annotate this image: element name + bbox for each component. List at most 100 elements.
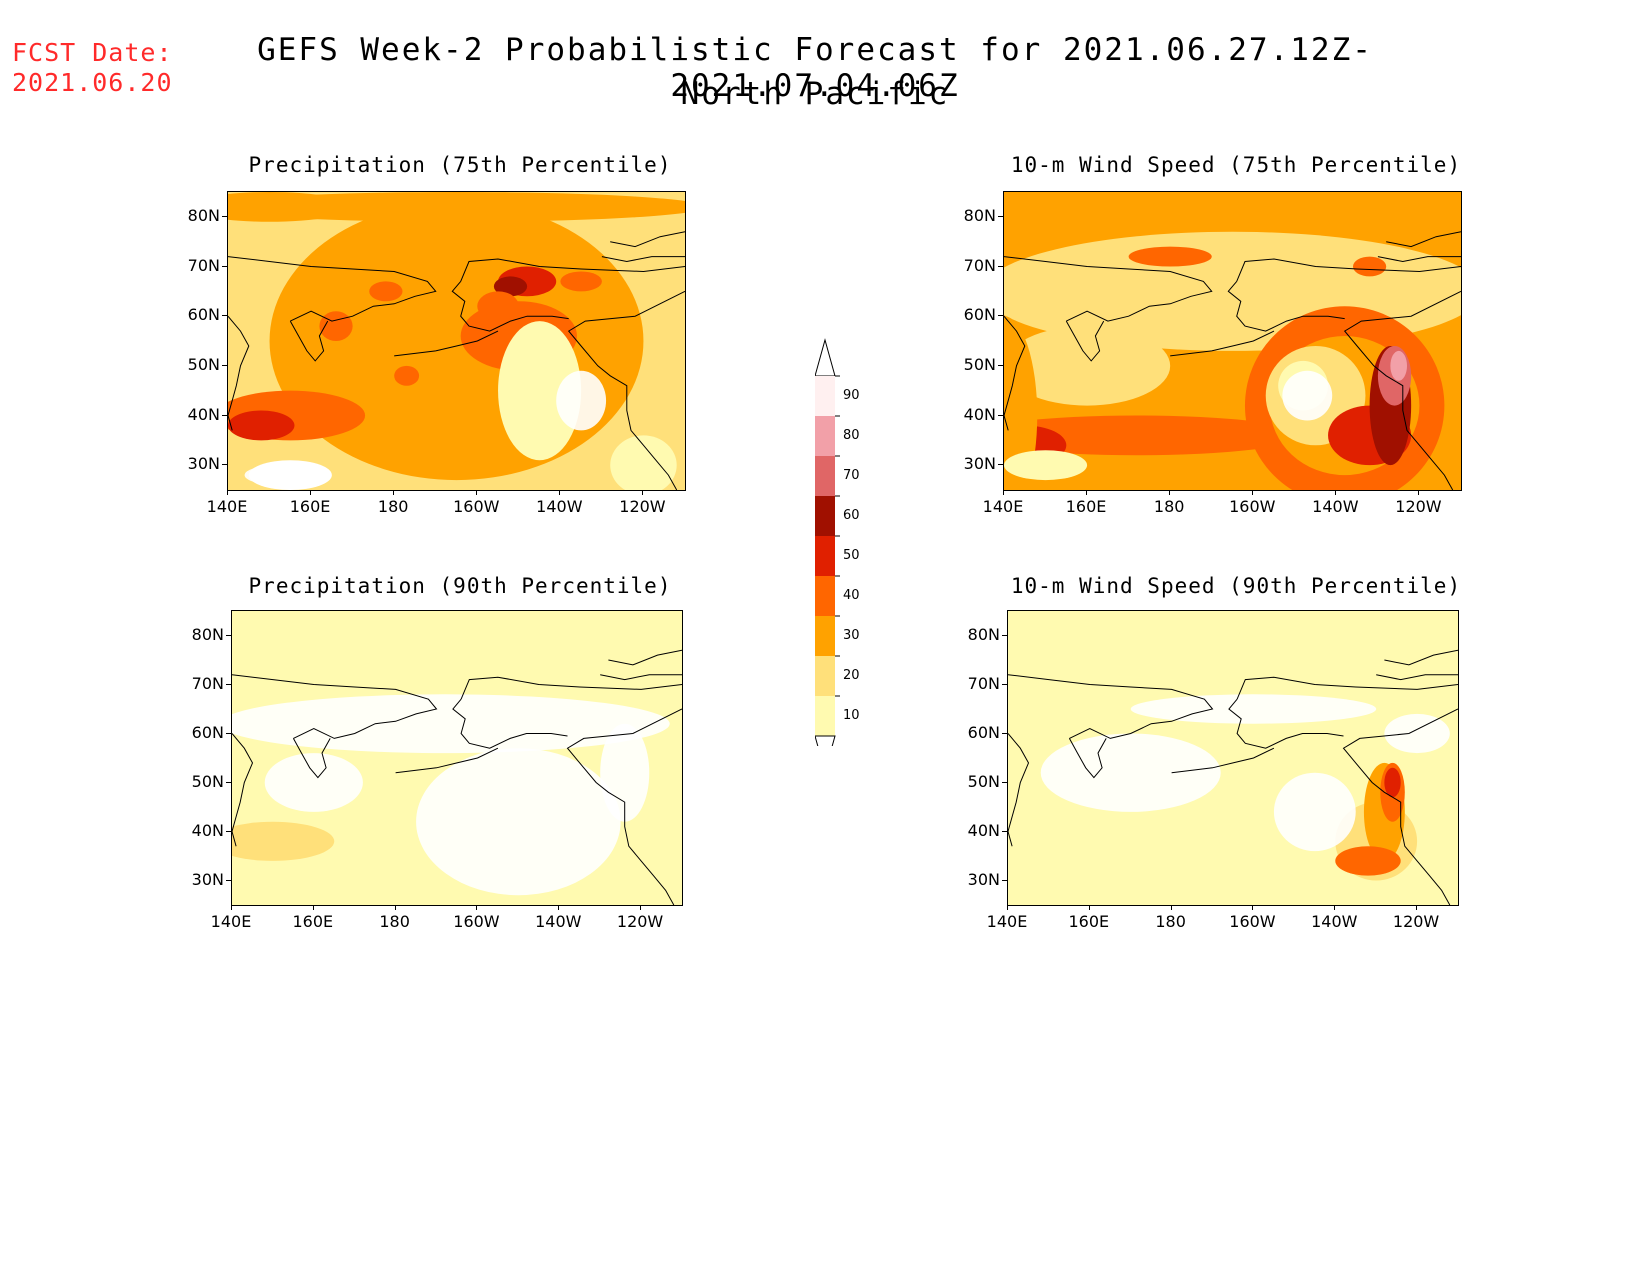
y-tick-label: 50N (191, 771, 224, 791)
y-tick-mark (1002, 732, 1007, 734)
colorbar-label-90: 90 (843, 388, 860, 403)
probability-region (1352, 256, 1387, 277)
y-tick-label: 40N (191, 820, 224, 840)
colorbar-swatch-30 (815, 616, 835, 656)
probability-region (1335, 846, 1401, 876)
y-tick-label: 30N (963, 454, 996, 474)
low-probability-region (1040, 733, 1221, 812)
probability-region (493, 276, 528, 297)
x-tick-label: 160E (1068, 912, 1110, 931)
x-tick-label: 140E (210, 912, 252, 931)
coastline (600, 674, 682, 681)
coastline (1386, 231, 1461, 248)
low-probability-region (1130, 694, 1377, 724)
y-tick-mark (226, 732, 231, 734)
panel-title-wind-75: 10-m Wind Speed (75th Percentile) (1010, 153, 1462, 177)
colorbar-swatch-60 (815, 496, 835, 536)
map-wind-75 (1003, 191, 1462, 491)
coastline (452, 698, 568, 749)
y-tick-mark (1002, 683, 1007, 685)
probability-region (1004, 316, 1038, 490)
coastline (1343, 290, 1461, 490)
coastline (1068, 738, 1107, 779)
y-tick-mark (998, 464, 1003, 466)
x-tick-label: 160W (453, 497, 500, 516)
x-tick-label: 140W (536, 497, 583, 516)
map-precip-90 (231, 610, 683, 906)
map-wind-90 (1007, 610, 1459, 906)
x-tick-label: 180 (377, 497, 409, 516)
map-canvas (228, 192, 685, 490)
colorbar-label-40: 40 (843, 588, 860, 603)
map-canvas (232, 611, 682, 905)
coastline (567, 290, 685, 490)
x-tick-mark (393, 490, 395, 495)
x-tick-label: 140E (206, 497, 248, 516)
x-tick-label: 180 (379, 912, 410, 931)
coastline (460, 258, 685, 282)
x-tick-mark (394, 905, 396, 910)
y-tick-label: 50N (187, 354, 220, 374)
probability-region (1008, 611, 1458, 651)
probability-region (560, 271, 602, 292)
y-tick-label: 50N (963, 354, 996, 374)
y-tick-mark (998, 414, 1003, 416)
x-tick-mark (640, 905, 642, 910)
coastline (566, 708, 682, 905)
x-tick-label: 160E (1065, 497, 1107, 516)
fcst-date-value: 2021.06.20 (12, 68, 173, 97)
map-precip-75 (227, 191, 686, 491)
coastline (394, 330, 499, 357)
colorbar-swatch-80 (815, 416, 835, 456)
x-tick-label: 160W (1229, 912, 1276, 931)
y-tick-mark (226, 634, 231, 636)
y-tick-label: 30N (187, 454, 220, 474)
colorbar-label-80: 80 (843, 428, 860, 443)
coastline (601, 256, 685, 263)
x-tick-label: 160E (289, 497, 331, 516)
y-tick-mark (222, 315, 227, 317)
low-probability-region (264, 753, 363, 812)
page-subtitle: North Pacific (680, 76, 950, 112)
x-tick-mark (1416, 905, 1418, 910)
y-tick-mark (998, 364, 1003, 366)
low-probability-region (556, 370, 607, 431)
y-tick-label: 30N (967, 869, 1000, 889)
y-tick-mark (222, 364, 227, 366)
y-tick-label: 80N (187, 205, 220, 225)
y-tick-label: 60N (187, 305, 220, 325)
y-tick-label: 60N (967, 722, 1000, 742)
coastline (460, 676, 682, 700)
x-tick-label: 180 (1153, 497, 1185, 516)
panel-title-precip-75: Precipitation (75th Percentile) (248, 153, 672, 177)
coastline (608, 649, 682, 666)
y-tick-mark (998, 315, 1003, 317)
probability-region (610, 435, 677, 490)
coastline (228, 315, 250, 431)
forecast-date-block: FCST Date: 2021.06.20 (12, 38, 173, 98)
coastline (1236, 676, 1458, 700)
low-probability-region (416, 748, 621, 896)
coastline (232, 674, 438, 739)
x-tick-label: 140E (986, 912, 1028, 931)
y-tick-label: 40N (967, 820, 1000, 840)
low-probability-region (600, 723, 650, 822)
x-tick-label: 140W (1312, 497, 1359, 516)
probability-region (228, 410, 295, 441)
y-tick-mark (222, 215, 227, 217)
y-tick-mark (226, 879, 231, 881)
colorbar-label-30: 30 (843, 628, 860, 643)
colorbar-bottom-cap (814, 735, 836, 774)
x-tick-mark (310, 490, 312, 495)
colorbar-top-cap (814, 338, 836, 377)
coastline (1342, 708, 1458, 905)
coastline (1236, 258, 1461, 282)
x-tick-mark (227, 490, 228, 495)
y-tick-label: 40N (963, 404, 996, 424)
coastline (232, 733, 254, 847)
probability-region (1128, 246, 1212, 267)
low-probability-region (1282, 370, 1333, 421)
x-tick-label: 120W (619, 497, 666, 516)
y-tick-mark (226, 781, 231, 783)
x-tick-mark (476, 905, 478, 910)
